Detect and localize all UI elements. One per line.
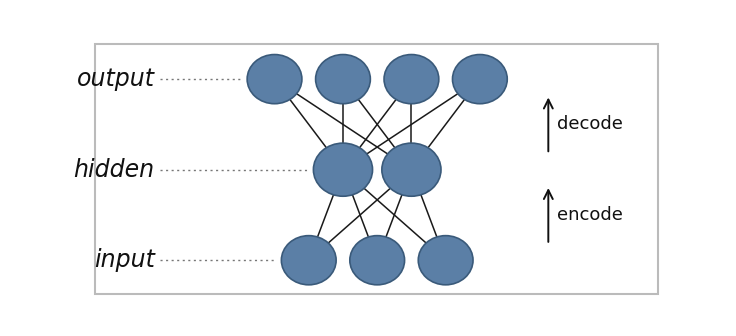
Ellipse shape <box>247 54 302 104</box>
Ellipse shape <box>418 236 473 285</box>
FancyBboxPatch shape <box>95 44 659 294</box>
Ellipse shape <box>350 236 405 285</box>
Text: decode: decode <box>557 115 623 133</box>
Ellipse shape <box>314 143 372 196</box>
Text: output: output <box>77 67 155 91</box>
Text: encode: encode <box>557 206 623 224</box>
Ellipse shape <box>384 54 439 104</box>
Ellipse shape <box>316 54 370 104</box>
Ellipse shape <box>382 143 441 196</box>
Ellipse shape <box>281 236 336 285</box>
Text: hidden: hidden <box>74 158 155 182</box>
Ellipse shape <box>453 54 507 104</box>
Text: input: input <box>94 248 155 272</box>
